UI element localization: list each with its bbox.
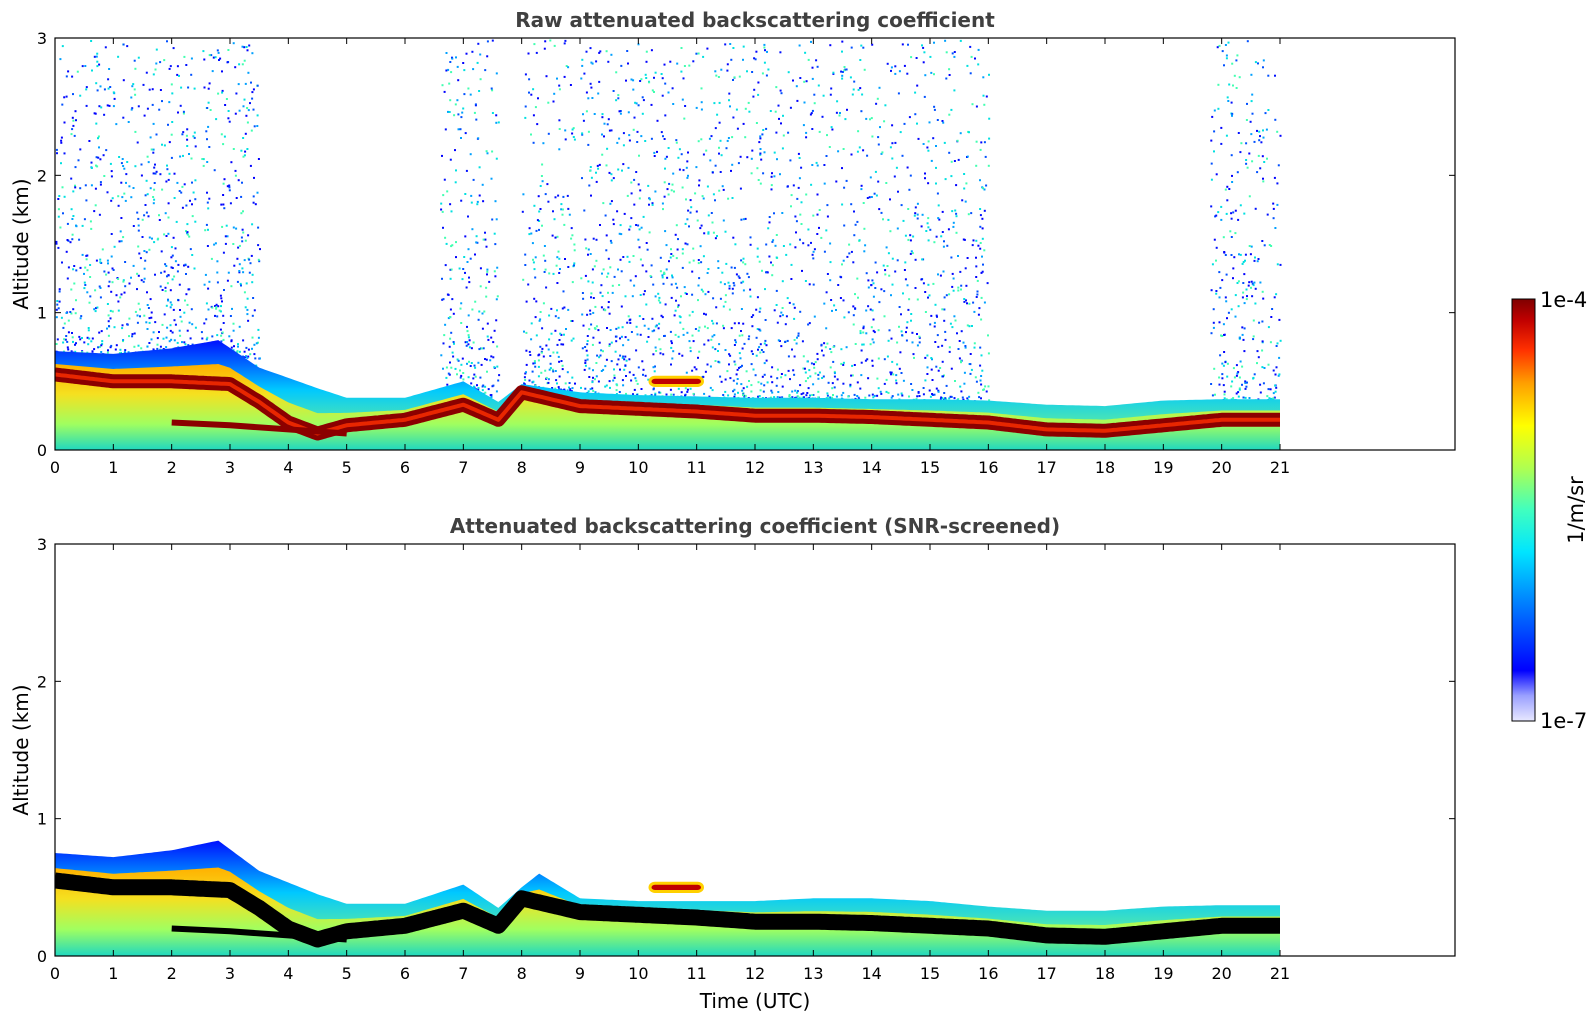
peak-band-edge [55,372,1280,436]
x-tick-label: 6 [400,964,410,983]
x-tick-label: 21 [1270,964,1290,983]
panel-snr-y-label: Altitude (km) [9,684,33,815]
panel-raw-x-ticks: 0 1 2 3 4 5 6 7 8 9 10 11 12 13 14 15 16 17 18 19 20 21 [50,38,1290,477]
panel-snr: Attenuated backscattering coefficient (S… [9,514,1456,1013]
panel-raw-y-label: Altitude (km) [9,178,33,309]
x-tick-label: 18 [1095,458,1115,477]
x-tick-label: 5 [342,964,352,983]
panel-raw: Raw attenuated backscattering coefficien… [9,8,1456,477]
x-tick-label: 12 [745,458,765,477]
x-tick-label: 9 [575,964,585,983]
y-tick-label: 2 [37,672,47,691]
panel-snr-heatmap [55,840,1286,956]
x-tick-label: 2 [167,964,177,983]
colorbar-gradient [1511,298,1536,722]
peak-backscatter-band [55,872,1286,948]
x-tick-label: 6 [400,458,410,477]
x-tick-label: 14 [861,458,881,477]
x-tick-label: 1 [108,458,118,477]
x-tick-label: 13 [803,964,823,983]
x-tick-label: 5 [342,458,352,477]
x-tick-label: 3 [225,964,235,983]
panel-snr-y-ticks: 0 1 2 3 [37,535,1455,966]
x-tick-label: 1 [108,964,118,983]
x-tick-label: 12 [745,964,765,983]
x-tick-label: 8 [517,964,527,983]
panel-raw-title: Raw attenuated backscattering coefficien… [515,8,995,32]
panel-raw-heatmap [55,39,1285,450]
x-tick-label: 20 [1211,458,1231,477]
y-tick-label: 2 [37,166,47,185]
colorbar-max-label: 1e-4 [1540,288,1587,312]
x-tick-label: 17 [1036,964,1056,983]
secondary-layer [171,419,347,437]
x-tick-label: 15 [920,964,940,983]
x-tick-label: 19 [1153,964,1173,983]
y-tick-label: 3 [37,29,47,48]
panel-snr-title: Attenuated backscattering coefficient (S… [450,514,1060,538]
elevated-feature [648,375,704,387]
y-tick-label: 1 [37,810,47,829]
y-tick-label: 0 [37,441,47,460]
x-tick-label: 4 [283,964,293,983]
x-tick-label: 7 [458,964,468,983]
colorbar-min-label: 1e-7 [1540,709,1587,733]
x-tick-label: 0 [50,964,60,983]
secondary-layer [171,925,347,943]
x-tick-label: 17 [1036,458,1056,477]
panel-snr-x-label: Time (UTC) [699,989,811,1013]
x-tick-label: 20 [1211,964,1231,983]
x-tick-label: 2 [167,458,177,477]
x-tick-label: 16 [978,458,998,477]
x-tick-label: 9 [575,458,585,477]
x-tick-label: 3 [225,458,235,477]
x-tick-label: 7 [458,458,468,477]
x-tick-label: 13 [803,458,823,477]
y-tick-label: 1 [37,304,47,323]
x-tick-label: 10 [628,964,648,983]
panel-raw-y-ticks: 0 1 2 3 [37,29,1455,460]
x-tick-label: 11 [686,458,706,477]
x-tick-label: 16 [978,964,998,983]
x-tick-label: 19 [1153,458,1173,477]
y-tick-label: 0 [37,947,47,966]
x-tick-label: 0 [50,458,60,477]
noise-speckle-layer [55,39,1282,403]
x-tick-label: 14 [861,964,881,983]
y-tick-label: 3 [37,535,47,554]
elevated-feature [648,881,704,893]
x-tick-label: 18 [1095,964,1115,983]
x-tick-label: 11 [686,964,706,983]
x-tick-label: 15 [920,458,940,477]
colorbar: 1e-4 1e-7 1/m/sr [1511,288,1588,733]
panel-snr-x-ticks: 0 1 2 3 4 5 6 7 8 9 10 11 12 13 14 15 16 17 18 19 20 21 [50,544,1290,983]
colorbar-unit-label: 1/m/sr [1564,476,1588,544]
x-tick-label: 10 [628,458,648,477]
x-tick-label: 21 [1270,458,1290,477]
x-tick-label: 4 [283,458,293,477]
x-tick-label: 8 [517,458,527,477]
